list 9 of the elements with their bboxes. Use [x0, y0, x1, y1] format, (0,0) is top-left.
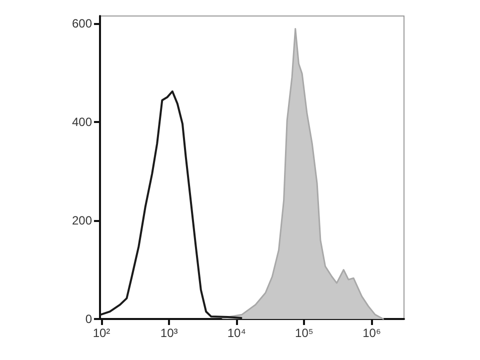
y-tick-label: 0	[85, 312, 92, 326]
x-tick-label: 10⁶	[362, 326, 381, 340]
x-tick-label: 10⁴	[227, 326, 246, 340]
y-tick-label: 200	[72, 213, 92, 228]
y-tick-label: 600	[72, 16, 92, 30]
y-tick-label: 400	[72, 114, 92, 129]
x-tick-label: 10²	[92, 326, 110, 340]
x-tick-label: 10⁵	[295, 326, 314, 340]
x-tick-label: 10³	[160, 326, 178, 340]
